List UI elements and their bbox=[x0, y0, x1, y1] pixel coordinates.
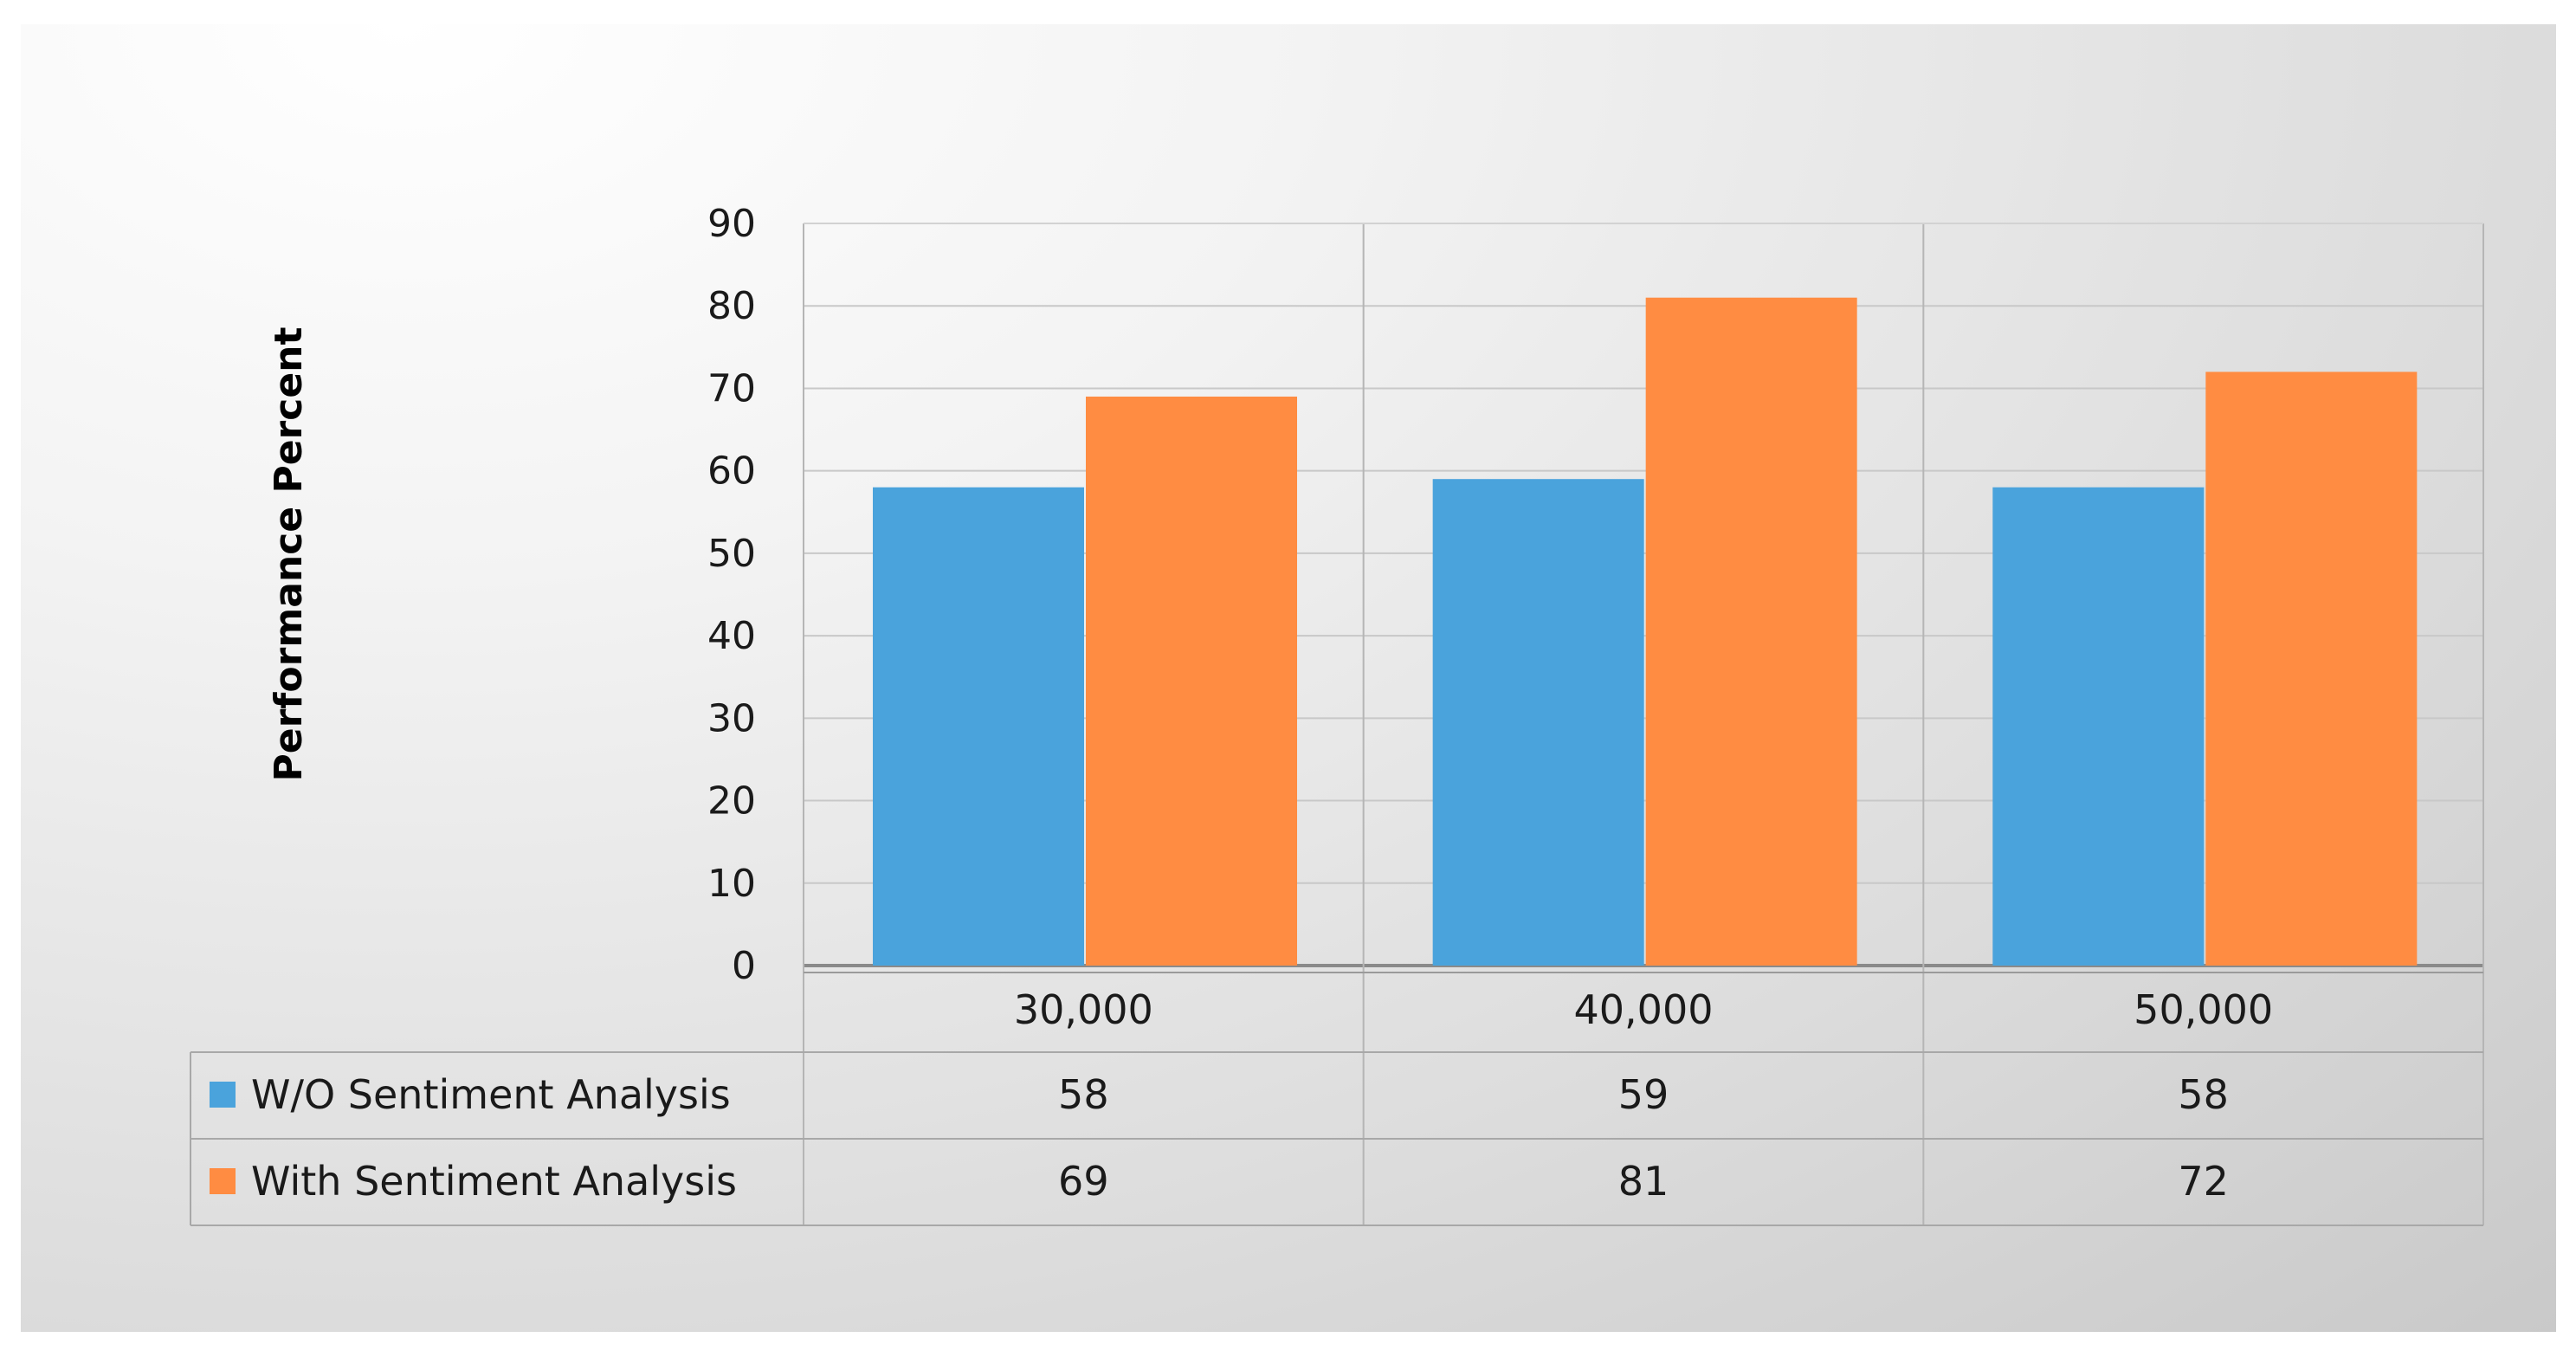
data-label: 72 bbox=[2178, 1158, 2229, 1205]
y-tick-label: 20 bbox=[707, 779, 756, 824]
legend-key-0 bbox=[210, 1082, 236, 1108]
y-tick-label: 80 bbox=[707, 284, 756, 328]
y-axis-ticks: 0 10 20 30 40 50 60 70 80 90 bbox=[707, 202, 756, 988]
bar-with-0 bbox=[1086, 396, 1297, 966]
legend-label: With Sentiment Analysis bbox=[251, 1158, 737, 1205]
bar-without-0 bbox=[873, 487, 1084, 966]
y-tick-label: 70 bbox=[707, 366, 756, 410]
bar-without-2 bbox=[1992, 487, 2205, 966]
y-axis-title: Performance Percent bbox=[267, 326, 311, 781]
legend-label: W/O Sentiment Analysis bbox=[251, 1071, 731, 1118]
bar-with-1 bbox=[1645, 297, 1857, 966]
x-category-label: 30,000 bbox=[1014, 986, 1153, 1033]
data-label: 58 bbox=[2178, 1071, 2229, 1118]
y-tick-label: 90 bbox=[707, 202, 756, 246]
x-category-label: 40,000 bbox=[1574, 986, 1714, 1033]
x-category-label: 50,000 bbox=[2134, 986, 2273, 1033]
data-label: 81 bbox=[1618, 1158, 1669, 1205]
data-label: 69 bbox=[1058, 1158, 1109, 1205]
legend-key-1 bbox=[210, 1168, 236, 1194]
y-tick-label: 0 bbox=[732, 944, 756, 988]
y-tick-label: 50 bbox=[707, 532, 756, 576]
y-tick-label: 30 bbox=[707, 696, 756, 740]
y-tick-label: 10 bbox=[707, 862, 756, 906]
bars bbox=[873, 297, 2418, 966]
data-label: 59 bbox=[1618, 1071, 1669, 1118]
bar-with-2 bbox=[2205, 372, 2418, 966]
y-tick-label: 60 bbox=[707, 449, 756, 494]
bar-without-1 bbox=[1432, 479, 1644, 966]
data-label: 58 bbox=[1058, 1071, 1109, 1118]
data-table: 30,000 40,000 50,000 W/O Sentiment Analysis… bbox=[190, 972, 2483, 1226]
y-tick-label: 40 bbox=[707, 614, 756, 658]
